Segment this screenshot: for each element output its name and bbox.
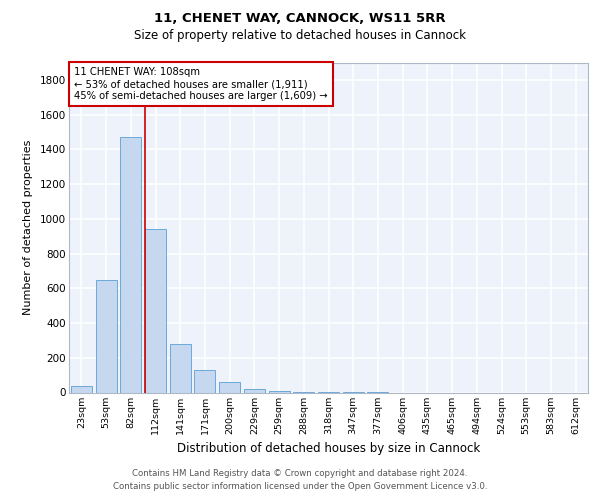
Text: 11 CHENET WAY: 108sqm
← 53% of detached houses are smaller (1,911)
45% of semi-d: 11 CHENET WAY: 108sqm ← 53% of detached … xyxy=(74,68,328,100)
Bar xyxy=(145,229,166,392)
Bar xyxy=(170,344,191,393)
Bar xyxy=(95,280,116,392)
Text: Size of property relative to detached houses in Cannock: Size of property relative to detached ho… xyxy=(134,29,466,42)
X-axis label: Distribution of detached houses by size in Cannock: Distribution of detached houses by size … xyxy=(177,442,480,455)
Y-axis label: Number of detached properties: Number of detached properties xyxy=(23,140,33,315)
Text: Contains HM Land Registry data © Crown copyright and database right 2024.
Contai: Contains HM Land Registry data © Crown c… xyxy=(113,470,487,491)
Text: 11, CHENET WAY, CANNOCK, WS11 5RR: 11, CHENET WAY, CANNOCK, WS11 5RR xyxy=(154,12,446,25)
Bar xyxy=(120,137,141,392)
Bar xyxy=(269,391,290,392)
Bar xyxy=(71,386,92,392)
Bar xyxy=(219,382,240,392)
Bar xyxy=(194,370,215,392)
Bar xyxy=(244,389,265,392)
